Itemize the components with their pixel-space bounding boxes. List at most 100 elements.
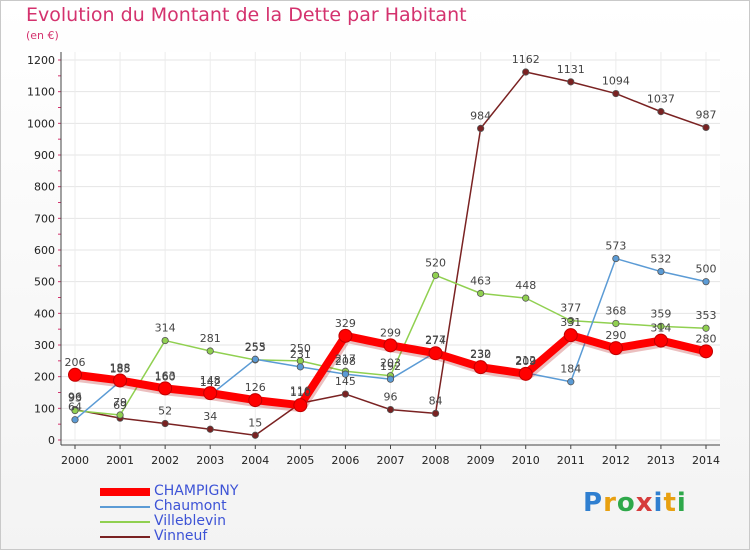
data-label: 353 — [696, 309, 717, 322]
logo-letter: i — [653, 488, 664, 518]
axes: 0 100 200 300 400 500 600 700 800 900 1000 1100 1200… — [27, 52, 720, 467]
data-point — [386, 405, 395, 414]
x-tick-label: 2009 — [467, 454, 495, 467]
x-tick-label: 2013 — [647, 454, 675, 467]
data-label: 217 — [335, 352, 356, 365]
data-label: 116 — [290, 384, 311, 397]
data-label: 377 — [560, 302, 581, 315]
y-tick-label: 800 — [34, 181, 55, 194]
data-point — [251, 431, 259, 439]
data-point — [612, 319, 620, 328]
data-point — [522, 294, 530, 302]
data-point — [158, 381, 173, 396]
y-tick-label: 100 — [34, 402, 55, 415]
data-label: 532 — [650, 253, 671, 266]
chart-title: Evolution du Montant de la Dette par Hab… — [26, 4, 467, 26]
data-point — [567, 378, 575, 386]
legend-label: Chaumont — [154, 498, 227, 514]
data-point — [428, 346, 443, 361]
data-label: 160 — [155, 370, 176, 383]
data-point — [341, 390, 350, 398]
data-label: 274 — [425, 334, 446, 347]
x-tick-label: 2004 — [241, 454, 269, 467]
data-labels: 206 188 163 148 126 110 329 299 274 230 209 331 290 3… — [65, 53, 717, 429]
data-label: 253 — [245, 341, 266, 354]
data-point — [563, 328, 578, 343]
data-label: 212 — [515, 354, 536, 367]
y-tick-label: 500 — [34, 276, 55, 289]
data-label: 314 — [650, 322, 671, 335]
data-label: 520 — [425, 256, 446, 269]
data-point — [702, 123, 710, 132]
data-point — [71, 406, 79, 415]
data-label: 206 — [65, 356, 86, 369]
data-label: 987 — [696, 108, 717, 121]
legend-swatch — [100, 521, 150, 523]
data-point — [161, 419, 169, 428]
legend-swatch — [100, 488, 150, 496]
data-point — [702, 324, 710, 332]
logo-letter: t — [663, 488, 677, 518]
data-point — [518, 366, 533, 381]
y-tick-label: 900 — [34, 149, 55, 162]
logo-letter: i — [676, 488, 687, 518]
data-point — [338, 328, 353, 343]
data-point — [341, 370, 350, 378]
legend-label: Villeblevin — [154, 513, 226, 529]
data-label: 96 — [68, 391, 82, 404]
data-point — [161, 336, 169, 345]
data-point — [251, 355, 259, 363]
data-point — [657, 322, 665, 330]
data-point — [612, 254, 620, 263]
data-label: 208 — [335, 355, 356, 368]
logo-letter: x — [635, 488, 654, 518]
x-tick-label: 2002 — [151, 454, 179, 467]
y-tick-label: 0 — [48, 434, 55, 447]
data-label: 277 — [425, 333, 446, 346]
data-point — [657, 267, 665, 276]
data-point — [71, 416, 79, 424]
data-label: 463 — [470, 274, 491, 287]
proxiti-logo: Proxiti — [583, 488, 687, 518]
data-label: 314 — [155, 322, 176, 335]
data-point — [206, 425, 214, 433]
data-label: 1162 — [512, 53, 540, 66]
data-label: 52 — [158, 405, 172, 418]
data-label: 203 — [380, 357, 401, 370]
y-tick-label: 700 — [34, 212, 55, 225]
data-label: 280 — [696, 332, 717, 345]
data-label: 1094 — [602, 75, 630, 88]
data-point — [293, 398, 308, 413]
data-point — [702, 278, 710, 286]
data-point — [477, 289, 485, 297]
data-label: 290 — [605, 329, 626, 342]
legend-swatch — [100, 506, 150, 508]
data-label: 331 — [560, 316, 581, 329]
data-label: 163 — [155, 369, 176, 382]
data-label: 145 — [335, 375, 356, 388]
data-label: 142 — [200, 376, 221, 389]
data-label: 1037 — [647, 93, 675, 106]
data-label: 500 — [696, 263, 717, 276]
chart-subtitle: (en €) — [26, 29, 59, 42]
data-label: 93 — [68, 392, 82, 405]
data-label: 79 — [113, 396, 127, 409]
data-point — [383, 338, 398, 353]
data-label: 110 — [290, 386, 311, 399]
legend-label: CHAMPIGNY — [154, 483, 239, 499]
data-label: 368 — [605, 304, 626, 317]
data-point — [386, 375, 395, 383]
data-label: 329 — [335, 317, 356, 330]
data-label: 69 — [113, 399, 127, 412]
data-label: 255 — [245, 340, 266, 353]
data-label: 250 — [290, 342, 311, 355]
data-point — [296, 363, 304, 371]
legend-swatch — [100, 536, 150, 538]
data-label: 34 — [203, 410, 217, 423]
data-point — [653, 333, 668, 348]
data-point — [431, 271, 440, 279]
data-point — [473, 360, 488, 375]
x-tick-label: 2008 — [422, 454, 450, 467]
data-point — [203, 386, 218, 401]
x-tick-label: 2007 — [377, 454, 405, 467]
